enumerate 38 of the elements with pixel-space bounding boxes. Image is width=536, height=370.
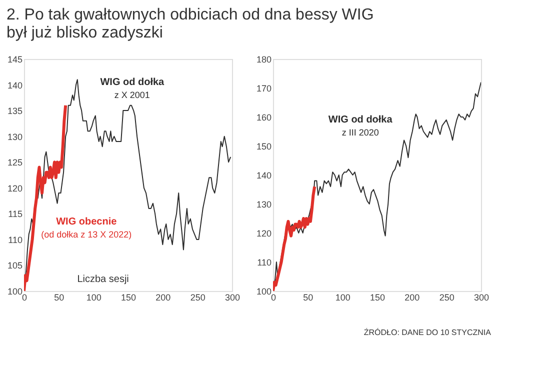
y-tick-label: 140	[7, 80, 22, 90]
chart-title: 2. Po tak gwałtownych odbiciach od dna bessy WIG był już blisko zadyszki	[6, 6, 374, 42]
y-tick-label: 115	[8, 209, 22, 220]
y-tick-label: 160	[256, 112, 272, 122]
x-tick-label: 150	[120, 292, 136, 302]
y-tick-label: 150	[256, 142, 272, 152]
x-tick-label: 300	[224, 292, 240, 302]
x-tick-label: 100	[335, 292, 350, 302]
x-tick-label: 0	[22, 292, 28, 302]
x-tick-label: 250	[439, 292, 454, 302]
x-axis-title: Liczba sesji	[77, 274, 129, 285]
x-tick-label: 200	[404, 292, 420, 302]
x-tick-label: 150	[370, 292, 386, 302]
y-tick-label: 125	[7, 158, 22, 168]
x-tick-label: 250	[190, 292, 206, 302]
y-tick-label: 140	[256, 170, 272, 180]
y-tick-label: 145	[7, 54, 22, 64]
y-tick-label: 110	[8, 234, 22, 245]
y-tick-label: 180	[256, 54, 272, 64]
series-label: WIG obecnie (od dołka z 13 X 2022)	[41, 216, 132, 240]
x-tick-label: 300	[474, 292, 490, 302]
series-label: WIG od dołka z III 2020	[328, 114, 393, 138]
text: ŹRÓDŁO: DANE DO 10 STYCZNIA	[364, 328, 492, 337]
x-tick-label: 50	[303, 292, 314, 302]
y-tick-label: 105	[7, 260, 22, 271]
series-label: WIG od dołka z X 2001	[100, 77, 165, 100]
y-tick-label: 130	[256, 200, 272, 210]
y-tick-label: 120	[7, 183, 22, 194]
y-tick-label: 120	[256, 228, 272, 238]
x-tick-label: 100	[86, 292, 102, 302]
x-tick-label: 0	[270, 292, 276, 302]
x-tick-label: 50	[54, 292, 64, 302]
y-tick-label: 170	[256, 84, 272, 94]
line-series	[273, 185, 316, 291]
y-tick-label: 110	[257, 258, 272, 268]
x-tick-label: 200	[156, 292, 171, 302]
y-tick-label: 135	[7, 106, 22, 116]
y-tick-label: 130	[7, 132, 22, 142]
